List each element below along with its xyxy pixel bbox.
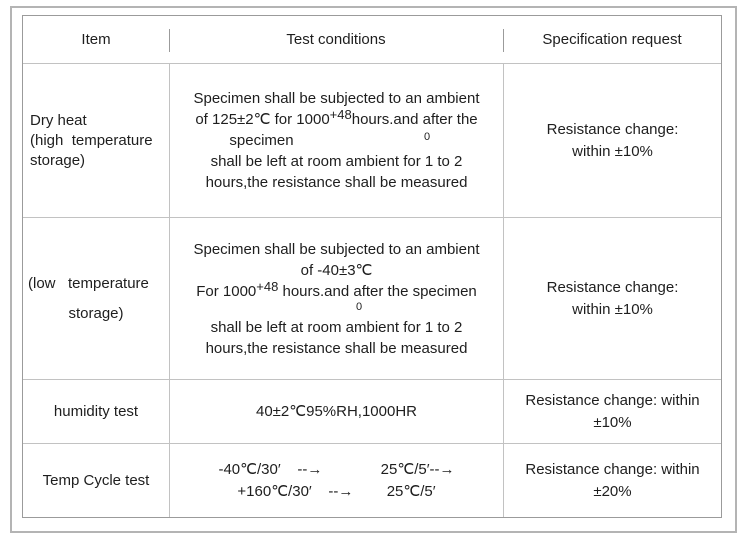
item-line: storage) [68,304,124,322]
conditions-cell-temp-cycle-test: -40℃/30′ --→ 25℃/5′--→ +160℃/30′ --→ 25℃… [169,443,503,517]
column-header-item-label: Item [81,31,111,48]
spec-line: ±10% [593,413,632,431]
condition-line: For 1000+48 hours.and after the specimen [170,278,503,302]
spec-cell-humidity-test: Resistance change: within ±10% [503,379,721,443]
conditions-cell-humidity-test: 40±2℃95%RH,1000HR [169,379,503,443]
item-cell-low-temperature: (low temperature storage) [23,217,169,379]
condition-line: 0 [170,300,503,317]
header-column-divider [169,29,170,52]
condition-line: of 125±2℃ for 1000+48hours.and after the [170,107,503,130]
item-cell-dry-heat: Dry heat (high temperature storage) [23,63,169,217]
spec-cell-dry-heat: Resistance change: within ±10% [503,63,721,217]
condition-line: specimen 0 [170,130,503,151]
condition-line: shall be left at room ambient for 1 to 2 [210,153,463,170]
condition-text: specimen [229,132,294,149]
spec-line: ±20% [593,482,632,500]
column-header-specification-request: Specification request [503,16,721,63]
condition-line: -40℃/30′ --→ 25℃/5′--→ [218,460,455,478]
condition-line: Specimen shall be subjected to an ambien… [193,240,480,258]
condition-line: 40±2℃95%RH,1000HR [256,403,417,420]
item-cell-humidity-test: humidity test [23,379,169,443]
condition-text: hours.and after the [351,111,478,128]
tolerance-superscript: +48 [256,278,279,294]
tolerance-superscript: +48 [329,107,352,122]
column-header-test-conditions: Test conditions [169,16,503,63]
spec-line: Resistance change: [546,120,679,138]
spec-line: Resistance change: within [525,460,700,478]
condition-line: Specimen shall be subjected to an ambien… [193,90,480,107]
item-cell-temp-cycle-test: Temp Cycle test [23,443,169,517]
condition-text: For 1000 [196,282,257,300]
spec-line: Resistance change: within [525,391,700,409]
tolerance-subscript: 0 [356,300,363,313]
column-header-item: Item [23,16,169,63]
spec-line: Resistance change: [546,278,679,296]
condition-line: of -40±3℃ [300,261,373,279]
condition-line: +160℃/30′ --→ 25℃/5′ [237,482,436,500]
item-line: Dry heat [30,111,87,129]
conditions-cell-dry-heat: Specimen shall be subjected to an ambien… [169,63,503,217]
spec-line: within ±10% [572,142,653,160]
column-header-test-conditions-label: Test conditions [286,31,386,48]
condition-line: hours,the resistance shall be measured [205,174,468,191]
column-header-specification-request-label: Specification request [542,31,682,48]
spec-cell-temp-cycle-test: Resistance change: within ±20% [503,443,721,517]
condition-line: shall be left at room ambient for 1 to 2 [210,318,463,336]
spec-line: within ±10% [572,300,653,318]
item-line: storage) [30,151,86,169]
condition-line: hours,the resistance shall be measured [205,339,468,357]
header-column-divider [503,29,504,52]
item-line: (high temperature [30,131,153,149]
conditions-cell-low-temperature: Specimen shall be subjected to an ambien… [169,217,503,379]
test-specification-table: Item Test conditions Specification reque… [22,15,722,518]
item-line: Temp Cycle test [42,472,150,489]
condition-text: hours.and after the specimen [278,282,477,300]
tolerance-subscript: 0 [424,131,431,143]
item-line: (low temperature [28,274,149,292]
spec-cell-low-temperature: Resistance change: within ±10% [503,217,721,379]
condition-text: of 125±2℃ for 1000 [195,111,330,128]
item-line: humidity test [53,403,139,420]
